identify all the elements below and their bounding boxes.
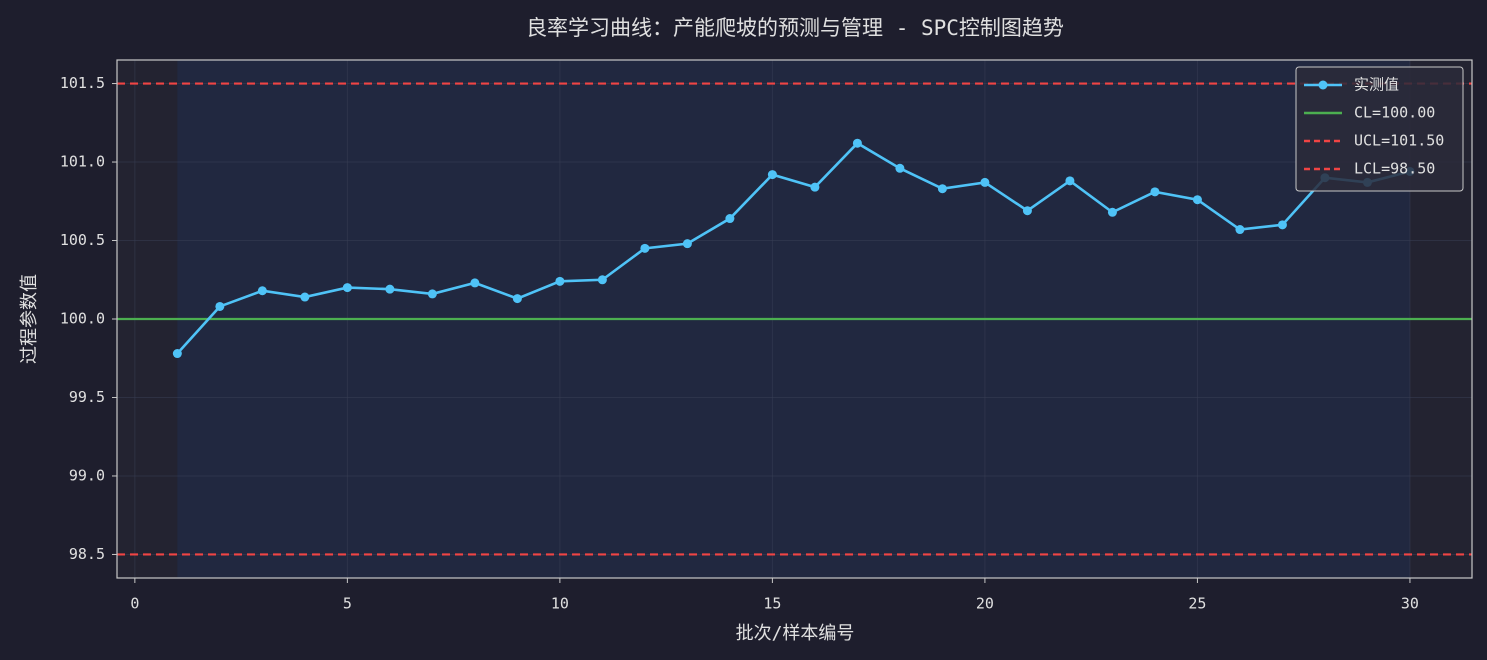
x-tick-label: 5	[343, 595, 352, 613]
data-point	[1192, 195, 1202, 205]
data-point	[257, 286, 267, 296]
y-tick-label: 99.0	[69, 466, 105, 484]
x-tick-label: 25	[1188, 595, 1206, 613]
data-point	[512, 294, 522, 304]
data-point	[767, 170, 777, 180]
data-point	[1022, 206, 1032, 216]
series-line	[176, 141, 1411, 355]
data-point	[300, 292, 310, 302]
plot-layer	[117, 60, 1472, 578]
data-point	[1150, 187, 1160, 197]
data-point	[555, 276, 565, 286]
y-axis-label: 过程参数值	[19, 274, 40, 364]
y-tick-label: 100.5	[60, 231, 105, 249]
y-tick-label: 98.5	[69, 545, 105, 563]
data-point	[682, 239, 692, 249]
legend: 实测值 CL=100.00 UCL=101.50 LCL=98.50	[1295, 66, 1464, 192]
data-point	[215, 301, 225, 311]
data-point	[980, 177, 990, 187]
data-point	[597, 275, 607, 285]
data-point	[1107, 207, 1117, 217]
data-point	[172, 349, 182, 359]
data-point	[937, 184, 947, 194]
data-point	[1065, 176, 1075, 186]
y-tick-label: 99.5	[69, 388, 105, 406]
legend-label: UCL=101.50	[1354, 132, 1444, 150]
data-point	[725, 214, 735, 224]
x-tick-label: 30	[1401, 595, 1419, 613]
data-point	[1235, 225, 1245, 235]
data-point	[342, 283, 352, 293]
x-axis-label: 批次/样本编号	[736, 623, 855, 644]
legend-marker	[1318, 80, 1328, 90]
x-tick-label: 20	[976, 595, 994, 613]
legend-box	[1295, 66, 1464, 192]
x-tick-label: 10	[551, 595, 569, 613]
data-point	[427, 289, 437, 299]
data-point	[470, 278, 480, 288]
x-tick-label: 0	[130, 595, 139, 613]
y-tick-label: 101.5	[60, 74, 105, 92]
data-point	[852, 138, 862, 148]
x-tick-label: 15	[763, 595, 781, 613]
y-tick-label: 100.0	[60, 310, 105, 328]
data-point	[1277, 220, 1287, 230]
y-tick-label: 101.0	[60, 153, 105, 171]
data-point	[385, 284, 395, 294]
legend-label: LCL=98.50	[1354, 160, 1435, 178]
legend-label: 实测值	[1354, 76, 1399, 94]
data-point	[810, 182, 820, 192]
data-point	[895, 163, 905, 173]
legend-label: CL=100.00	[1354, 104, 1435, 122]
chart-title: 良率学习曲线：产能爬坡的预测与管理 - SPC控制图趋势	[526, 16, 1064, 40]
data-point	[640, 243, 650, 253]
